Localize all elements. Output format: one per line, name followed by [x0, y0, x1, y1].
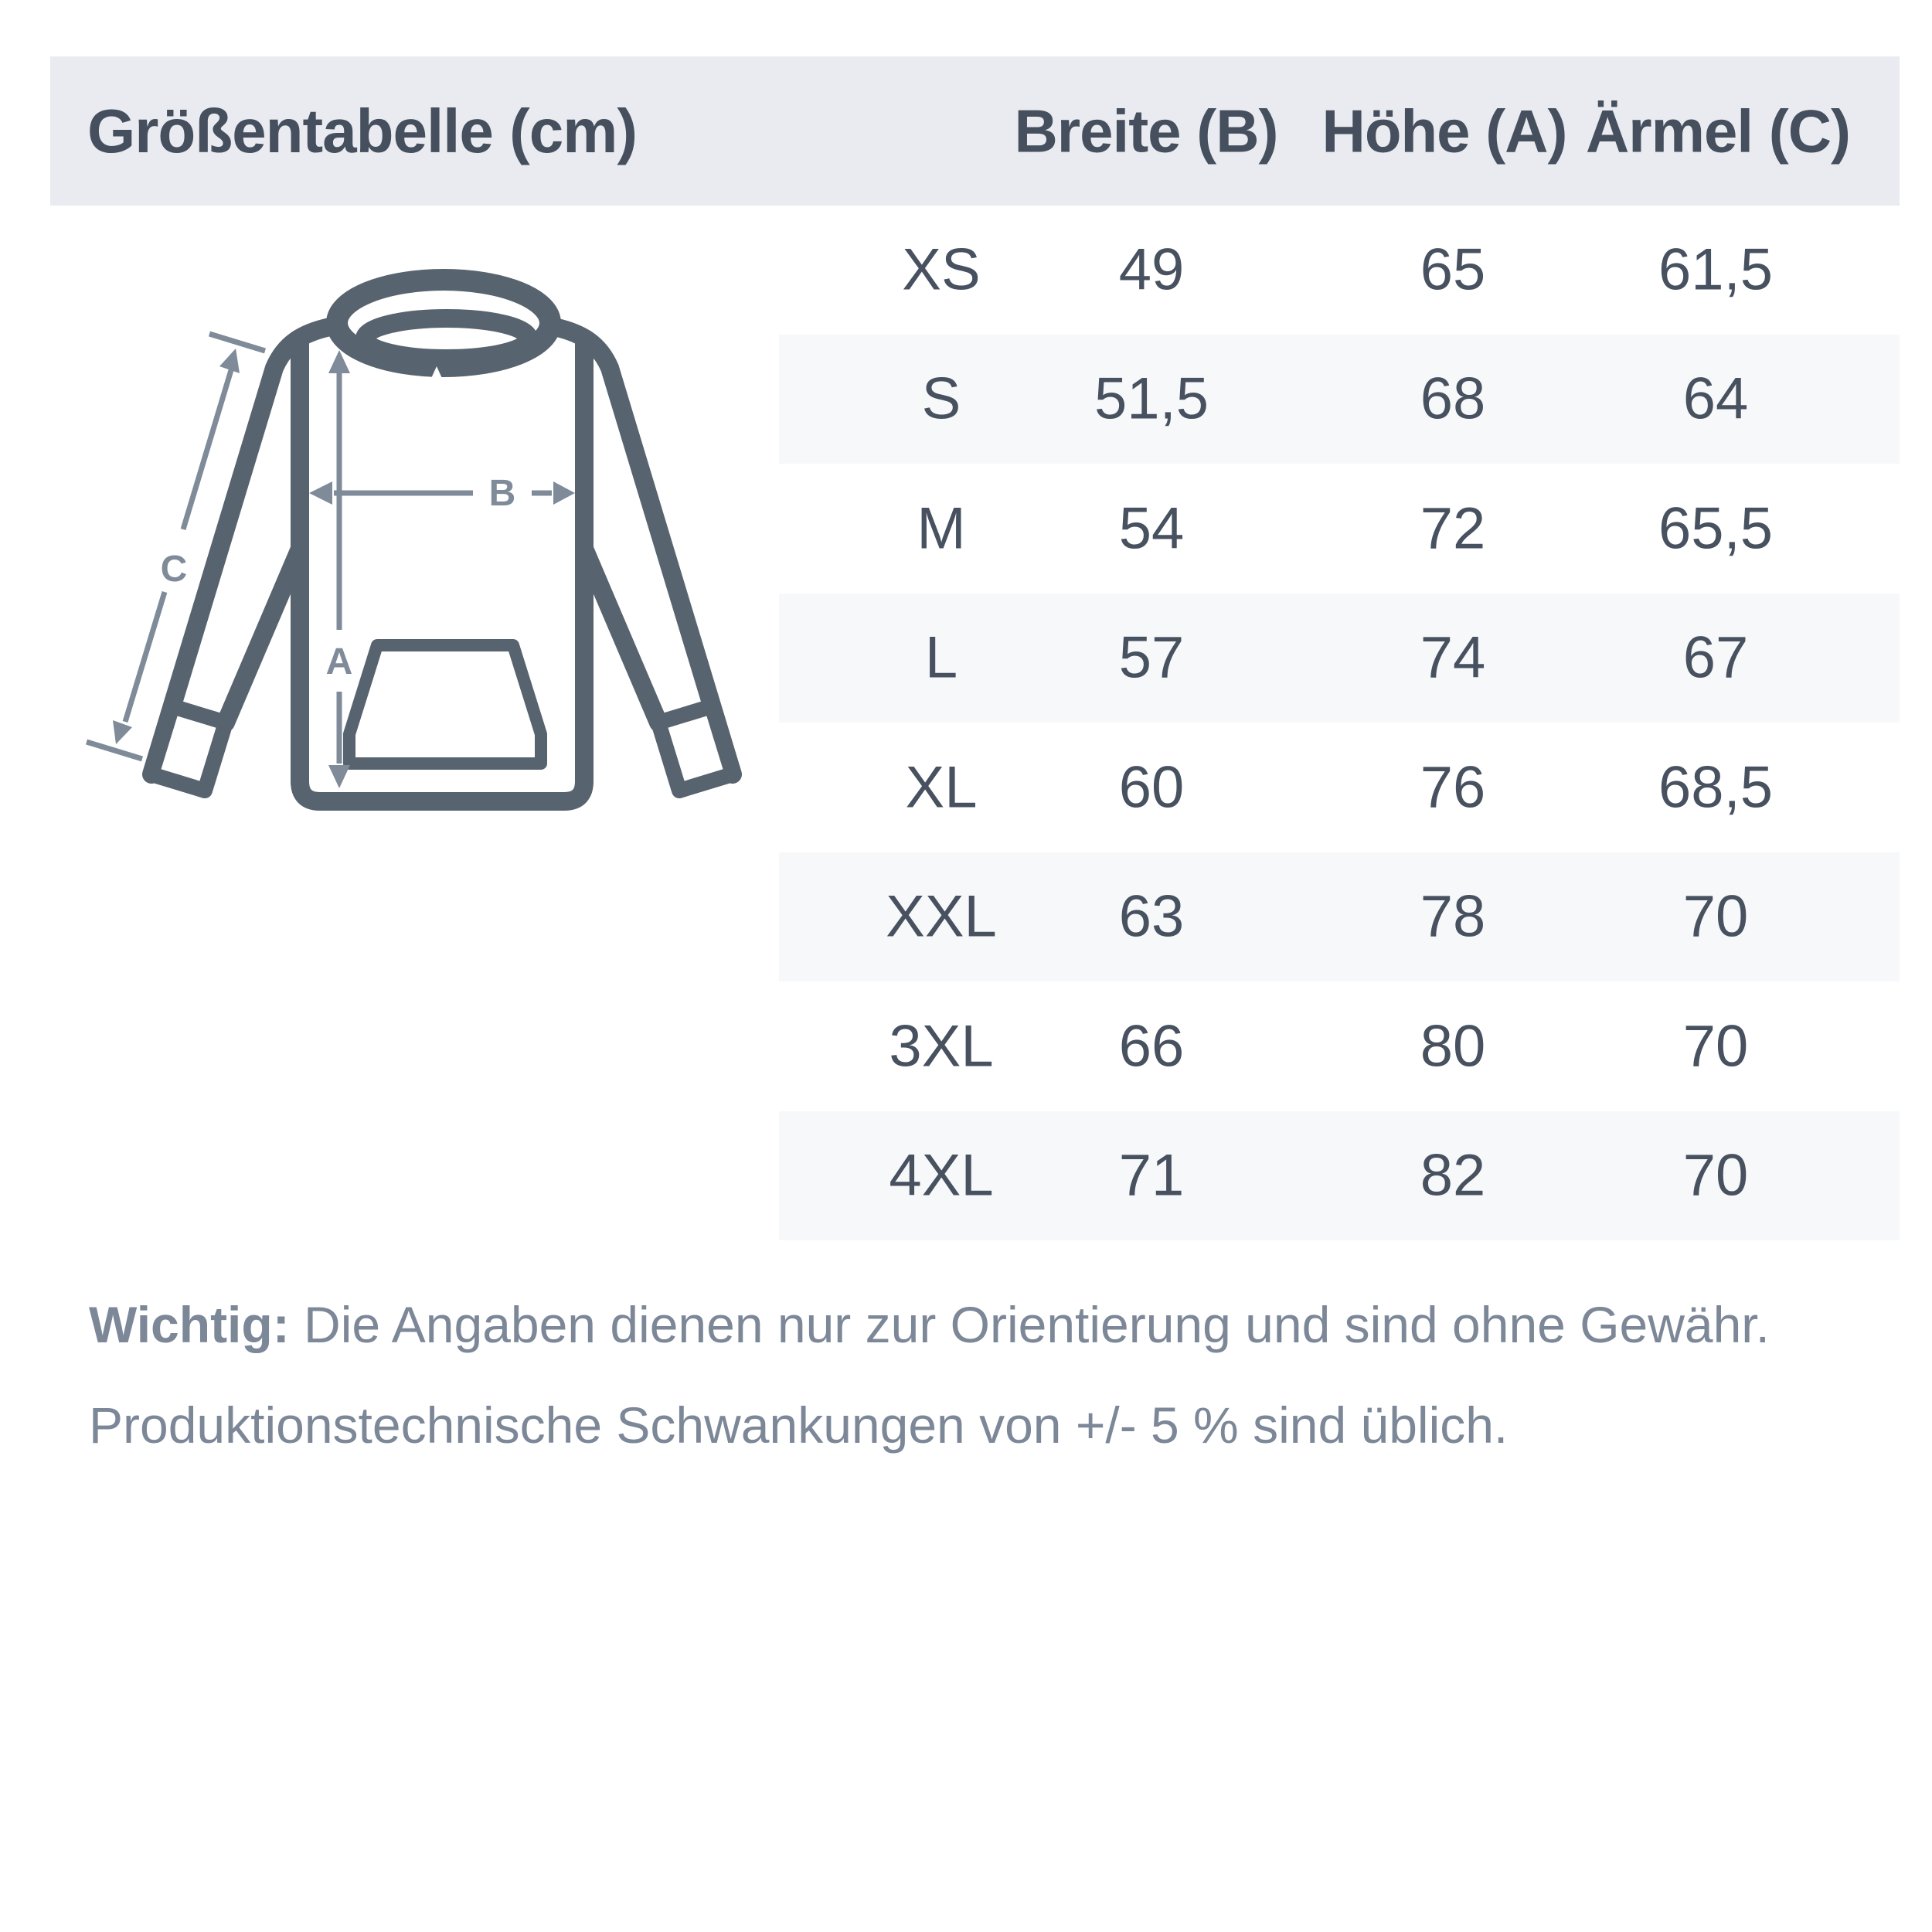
- aermel-value: 70: [1682, 1142, 1749, 1209]
- hoehe-value: 80: [1420, 1013, 1486, 1080]
- size-label: 4XL: [889, 1142, 994, 1209]
- breite-value: 60: [1118, 754, 1185, 821]
- hoehe-value: 65: [1420, 236, 1486, 303]
- table-row: M 54 72 65,5: [779, 464, 1900, 594]
- measurement-arrows: [85, 331, 552, 764]
- measure-label-c: C: [161, 549, 188, 590]
- size-label: XS: [902, 236, 981, 303]
- table-row: XL 60 76 68,5: [779, 723, 1900, 852]
- arrowhead-icons: [113, 349, 575, 788]
- measure-c-end-ticks: [85, 331, 267, 762]
- measure-labels: A B C: [161, 473, 516, 682]
- table-row: XS 49 65 61,5: [779, 205, 1900, 335]
- table-header: Größentabelle (cm) Breite (B) Höhe (A) Ä…: [50, 56, 1900, 206]
- table-row: XXL 63 78 70: [779, 852, 1900, 981]
- hoehe-value: 78: [1420, 883, 1486, 950]
- measure-label-a: A: [326, 641, 353, 682]
- breite-value: 71: [1118, 1142, 1185, 1209]
- table-row: 3XL 66 80 70: [779, 981, 1900, 1111]
- aermel-value: 70: [1682, 883, 1749, 950]
- kangaroo-pocket: [343, 639, 547, 770]
- hood-inner-ring: [355, 309, 538, 368]
- note-line2: Produktionstechnische Schwankungen von +…: [89, 1396, 1509, 1454]
- measure-label-b: B: [489, 473, 516, 514]
- breite-value: 51,5: [1094, 366, 1209, 432]
- page-title: Größentabelle (cm): [87, 96, 638, 165]
- aermel-value: 61,5: [1658, 236, 1773, 303]
- arrowhead-a-down-icon: [328, 765, 350, 788]
- hood-bottom-notch: [429, 366, 444, 383]
- column-header-hoehe: Höhe (A): [1321, 97, 1568, 165]
- aermel-value: 67: [1682, 624, 1749, 691]
- arrowhead-c-down-icon: [113, 720, 132, 744]
- table-row: 4XL 71 82 70: [779, 1111, 1900, 1240]
- left-cuff: [144, 699, 233, 798]
- size-label: 3XL: [889, 1013, 994, 1080]
- column-header-aermel: Ärmel (C): [1585, 97, 1851, 165]
- note-line1: Die Angaben dienen nur zur Orientierung …: [304, 1296, 1770, 1353]
- breite-value: 57: [1118, 624, 1185, 691]
- hoehe-value: 76: [1420, 754, 1486, 821]
- hoodie-body: [291, 335, 594, 811]
- right-cuff: [651, 699, 740, 798]
- breite-value: 49: [1118, 236, 1185, 303]
- left-sleeve-outer: [142, 317, 343, 784]
- aermel-value: 68,5: [1658, 754, 1773, 821]
- breite-value: 54: [1118, 495, 1185, 562]
- size-table: XS 49 65 61,5 S 51,5 68 64 M 54 72 65,5 …: [779, 205, 1900, 1240]
- hoehe-value: 68: [1420, 366, 1486, 432]
- arrowhead-c-up-icon: [219, 349, 240, 373]
- hoehe-value: 74: [1420, 624, 1486, 691]
- size-label: XL: [905, 754, 978, 821]
- breite-value: 63: [1118, 883, 1185, 950]
- hoehe-value: 72: [1420, 495, 1486, 562]
- aermel-value: 64: [1682, 366, 1749, 432]
- measure-c-arrow-line: [122, 369, 234, 723]
- size-label: S: [921, 366, 961, 432]
- size-label: XXL: [886, 883, 997, 950]
- table-row: L 57 74 67: [779, 593, 1900, 723]
- arrowhead-a-up-icon: [328, 350, 350, 373]
- size-label: L: [924, 624, 958, 691]
- breite-value: 66: [1118, 1013, 1185, 1080]
- right-sleeve-inner: [575, 539, 668, 732]
- note-label: Wichtig:: [89, 1296, 290, 1353]
- hoodie-outline-icon: [142, 269, 742, 811]
- hoehe-value: 82: [1420, 1142, 1486, 1209]
- disclaimer-note: Wichtig: Die Angaben dienen nur zur Orie…: [89, 1274, 1889, 1475]
- right-sleeve-outer: [541, 317, 742, 784]
- aermel-value: 70: [1682, 1013, 1749, 1080]
- column-header-breite: Breite (B): [1014, 97, 1278, 165]
- aermel-value: 65,5: [1658, 495, 1773, 562]
- table-row: S 51,5 68 64: [779, 334, 1900, 464]
- hoodie-measurement-diagram: A B C: [85, 269, 742, 811]
- size-label: M: [917, 495, 966, 562]
- arrowhead-b-left-icon: [309, 481, 332, 505]
- arrowhead-b-right-icon: [553, 481, 575, 505]
- left-sleeve-inner: [216, 539, 309, 732]
